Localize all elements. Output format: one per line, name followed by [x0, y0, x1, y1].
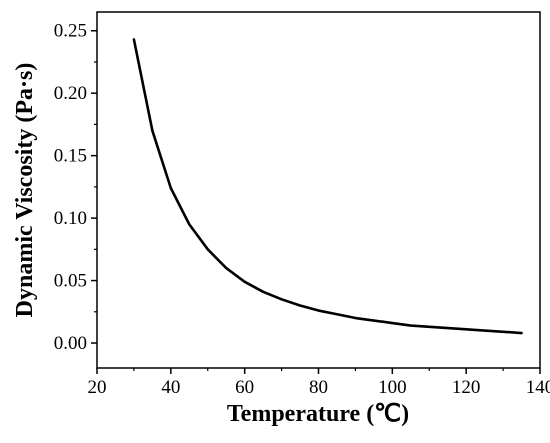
x-tick-label: 120	[452, 377, 481, 398]
x-tick-label: 60	[235, 377, 254, 398]
y-tick-label: 0.15	[54, 146, 87, 167]
x-tick-label: 20	[88, 377, 107, 398]
y-axis-title: Dynamic Viscosity (Pa·s)	[12, 63, 38, 318]
x-tick-label: 140	[526, 377, 550, 398]
x-tick-label: 100	[378, 377, 407, 398]
y-tick-label: 0.25	[54, 21, 87, 42]
viscosity-curve	[132, 38, 523, 335]
x-axis-ticks: 20 40 60 80 100 120 140	[88, 368, 550, 398]
y-tick-label: 0.10	[54, 208, 87, 229]
y-tick-label: 0.05	[54, 271, 87, 292]
y-tick-label: 0.00	[54, 333, 87, 354]
x-tick-label: 80	[309, 377, 328, 398]
y-tick-label: 0.20	[54, 83, 87, 104]
x-axis-title: Temperature (℃)	[227, 401, 409, 427]
series-layer	[132, 38, 523, 335]
plot-frame	[96, 11, 541, 369]
y-axis-ticks: 0.00 0.05 0.10 0.15 0.20 0.25	[54, 21, 97, 354]
x-tick-label: 40	[161, 377, 180, 398]
